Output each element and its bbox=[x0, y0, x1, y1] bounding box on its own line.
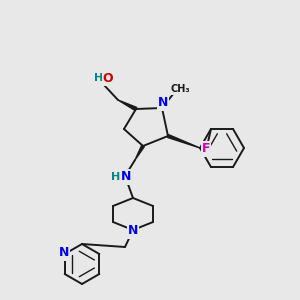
Polygon shape bbox=[118, 100, 137, 111]
Text: N: N bbox=[121, 170, 131, 184]
Text: CH₃: CH₃ bbox=[170, 84, 190, 94]
Text: O: O bbox=[103, 71, 113, 85]
Text: F: F bbox=[202, 142, 210, 155]
Text: N: N bbox=[158, 97, 168, 110]
Text: H: H bbox=[111, 172, 121, 182]
Text: H: H bbox=[94, 73, 103, 83]
Text: N: N bbox=[128, 224, 138, 238]
Polygon shape bbox=[135, 145, 144, 160]
Polygon shape bbox=[167, 135, 200, 148]
Text: N: N bbox=[58, 247, 69, 260]
